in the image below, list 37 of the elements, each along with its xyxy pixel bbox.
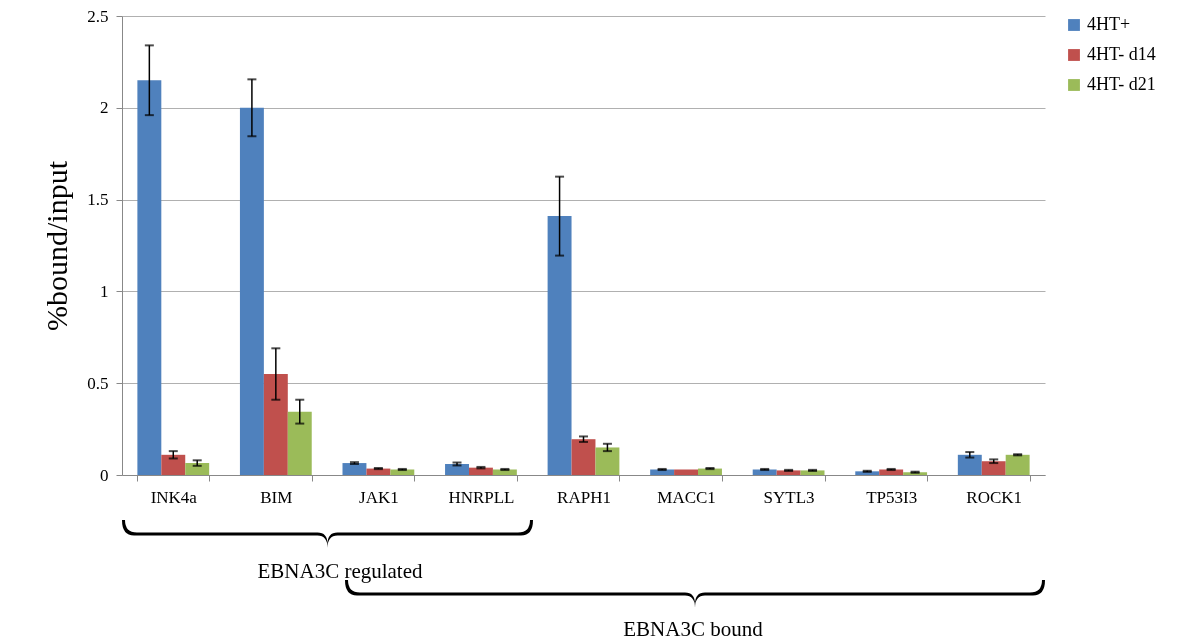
bar — [571, 439, 596, 475]
y-axis-title: %bound/input — [40, 160, 74, 331]
x-tick-label: HNRPLL — [448, 487, 515, 507]
x-tick-label: TP53I3 — [866, 487, 918, 507]
bar — [445, 463, 469, 475]
bar — [1005, 454, 1030, 475]
x-tick-label: BIM — [260, 487, 293, 507]
bar — [957, 454, 982, 475]
x-tick-label: RAPH1 — [557, 487, 611, 507]
text: EBNA3C bound — [623, 617, 764, 641]
bar — [595, 447, 620, 475]
legend-label: 4HT- d21 — [1087, 74, 1156, 94]
y-tick-label: 0 — [100, 465, 109, 485]
x-tick-label: MACC1 — [657, 487, 716, 507]
y-tick-label: 2 — [100, 98, 109, 118]
bar — [981, 461, 1006, 475]
bar — [263, 374, 288, 475]
y-tick-label: 2.5 — [87, 6, 109, 26]
bar — [137, 80, 162, 475]
y-tick-label: 1.5 — [87, 190, 109, 210]
x-tick-label: SYTL3 — [763, 487, 815, 507]
bar — [287, 411, 312, 475]
bar — [468, 467, 493, 475]
legend-label: 4HT+ — [1087, 14, 1131, 34]
bar — [342, 463, 367, 475]
bar — [185, 463, 210, 475]
bar — [239, 107, 264, 475]
bar — [161, 454, 186, 475]
bar — [674, 469, 699, 475]
y-tick-label: 1 — [100, 281, 109, 301]
y-tick-label: 0.5 — [87, 373, 109, 393]
legend-label: 4HT- d14 — [1087, 44, 1156, 64]
x-tick-label: ROCK1 — [966, 487, 1023, 507]
x-tick-label: INK4a — [150, 487, 198, 507]
text: EBNA3C regulated — [257, 559, 424, 583]
x-tick-label: JAK1 — [359, 487, 399, 507]
bar — [547, 216, 572, 475]
